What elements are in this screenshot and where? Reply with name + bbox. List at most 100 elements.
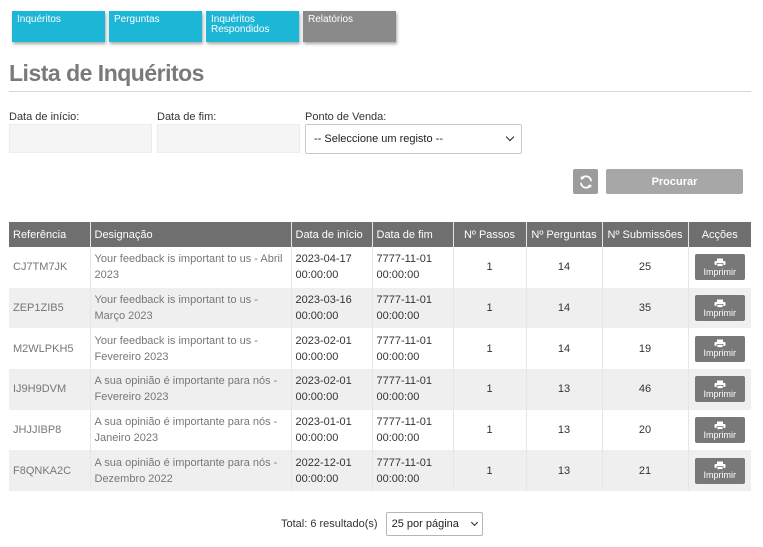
start-date-input[interactable] <box>9 124 152 153</box>
cell-end-date: 7777-11-01 00:00:00 <box>372 450 454 492</box>
cell-start-date: 2023-04-17 00:00:00 <box>291 247 373 288</box>
cell-questions: 13 <box>526 369 603 410</box>
cell-steps: 1 <box>453 287 527 329</box>
print-button[interactable]: Imprimir <box>694 376 745 403</box>
cell-reference: M2WLPKH5 <box>9 328 91 370</box>
print-button[interactable]: Imprimir <box>694 295 745 322</box>
top-tabs: Inquéritos Perguntas Inquéritos Respondi… <box>12 11 396 42</box>
cell-reference: ZEP1ZIB5 <box>9 287 91 329</box>
tab-inqueritos-respondidos[interactable]: Inquéritos Respondidos <box>206 11 299 42</box>
per-page-select[interactable]: 25 por página <box>385 512 483 536</box>
cell-start-date: 2023-02-01 00:00:00 <box>291 328 373 370</box>
tab-relatorios[interactable]: Relatórios <box>303 11 396 42</box>
point-of-sale-select[interactable]: -- Seleccione um registo -- <box>305 124 522 154</box>
cell-questions: 13 <box>526 450 603 492</box>
end-date-input[interactable] <box>157 124 300 153</box>
start-date-label: Data de início: <box>9 111 80 123</box>
cell-designation: A sua opinião é importante para nós - De… <box>90 450 292 492</box>
printer-icon <box>714 258 726 267</box>
cell-end-date: 7777-11-01 00:00:00 <box>372 409 454 451</box>
table-row: CJ7TM7JK Your feedback is important to us… <box>9 247 751 288</box>
cell-designation: A sua opinião é importante para nós - Fe… <box>90 369 292 410</box>
cell-actions: Imprimir <box>688 369 751 410</box>
col-actions: Acções <box>688 222 751 247</box>
surveys-table: Referência Designação Data de início Dat… <box>9 222 751 492</box>
cell-end-date: 7777-11-01 00:00:00 <box>372 287 454 329</box>
cell-steps: 1 <box>453 450 527 492</box>
cell-submissions: 20 <box>602 409 689 451</box>
cell-steps: 1 <box>453 369 527 410</box>
point-of-sale-selected: -- Seleccione um registo -- <box>314 133 443 145</box>
print-button[interactable]: Imprimir <box>694 417 745 444</box>
cell-end-date: 7777-11-01 00:00:00 <box>372 369 454 410</box>
cell-questions: 14 <box>526 287 603 329</box>
cell-reference: JHJJIBP8 <box>9 409 91 451</box>
print-label: Imprimir <box>703 348 737 359</box>
cell-questions: 14 <box>526 247 603 288</box>
table-row: JHJJIBP8 A sua opinião é importante para … <box>9 409 751 451</box>
cell-start-date: 2023-03-16 00:00:00 <box>291 287 373 329</box>
cell-questions: 13 <box>526 409 603 451</box>
cell-reference: IJ9H9DVM <box>9 369 91 410</box>
cell-designation: Your feedback is important to us - Março… <box>90 287 292 329</box>
cell-steps: 1 <box>453 247 527 288</box>
page-title: Lista de Inquéritos <box>9 60 204 86</box>
cell-actions: Imprimir <box>688 247 751 288</box>
end-date-label: Data de fim: <box>157 111 217 123</box>
cell-submissions: 46 <box>602 369 689 410</box>
cell-actions: Imprimir <box>688 287 751 329</box>
per-page-selected: 25 por página <box>391 518 459 530</box>
cell-end-date: 7777-11-01 00:00:00 <box>372 247 454 288</box>
table-header-row: Referência Designação Data de início Dat… <box>9 222 751 247</box>
title-divider <box>9 91 751 92</box>
cell-submissions: 21 <box>602 450 689 492</box>
tab-perguntas[interactable]: Perguntas <box>109 11 202 42</box>
print-label: Imprimir <box>703 266 737 277</box>
print-label: Imprimir <box>703 307 737 318</box>
col-end-date[interactable]: Data de fim <box>372 222 454 247</box>
cell-reference: CJ7TM7JK <box>9 247 91 288</box>
cell-actions: Imprimir <box>688 450 751 492</box>
cell-actions: Imprimir <box>688 328 751 370</box>
search-button[interactable]: Procurar <box>606 169 743 194</box>
cell-start-date: 2023-01-01 00:00:00 <box>291 409 373 451</box>
printer-icon <box>714 421 726 430</box>
print-button[interactable]: Imprimir <box>694 254 745 281</box>
col-designation[interactable]: Designação <box>90 222 292 247</box>
cell-start-date: 2023-02-01 00:00:00 <box>291 369 373 410</box>
cell-steps: 1 <box>453 409 527 451</box>
cell-start-date: 2022-12-01 00:00:00 <box>291 450 373 492</box>
tab-inqueritos[interactable]: Inquéritos <box>12 11 105 42</box>
printer-icon <box>714 339 726 349</box>
total-results: Total: 6 resultado(s) <box>281 518 378 530</box>
cell-submissions: 25 <box>602 247 689 288</box>
print-button[interactable]: Imprimir <box>694 457 745 484</box>
cell-actions: Imprimir <box>688 409 751 451</box>
col-steps[interactable]: Nº Passos <box>453 222 527 247</box>
print-label: Imprimir <box>703 470 737 481</box>
print-label: Imprimir <box>703 429 737 440</box>
table-row: M2WLPKH5 Your feedback is important to us… <box>9 328 751 370</box>
printer-icon <box>714 461 726 471</box>
printer-icon <box>714 299 726 308</box>
printer-icon <box>714 380 726 389</box>
cell-end-date: 7777-11-01 00:00:00 <box>372 328 454 370</box>
col-start-date[interactable]: Data de início <box>291 222 373 247</box>
cell-designation: Your feedback is important to us - Abril… <box>90 247 292 288</box>
cell-steps: 1 <box>453 328 527 370</box>
chevron-down-icon <box>470 518 478 526</box>
refresh-icon <box>579 174 592 189</box>
col-submissions[interactable]: Nº Submissões <box>602 222 689 247</box>
col-questions[interactable]: Nº Perguntas <box>526 222 603 247</box>
print-label: Imprimir <box>703 388 737 399</box>
refresh-button[interactable] <box>573 169 598 194</box>
cell-submissions: 19 <box>602 328 689 370</box>
table-row: F8QNKA2C A sua opinião é importante para … <box>9 450 751 492</box>
print-button[interactable]: Imprimir <box>694 335 745 362</box>
cell-reference: F8QNKA2C <box>9 450 91 492</box>
cell-designation: Your feedback is important to us - Fever… <box>90 328 292 370</box>
col-reference[interactable]: Referência <box>9 222 91 247</box>
cell-questions: 14 <box>526 328 603 370</box>
point-of-sale-label: Ponto de Venda: <box>305 111 387 123</box>
cell-submissions: 35 <box>602 287 689 329</box>
